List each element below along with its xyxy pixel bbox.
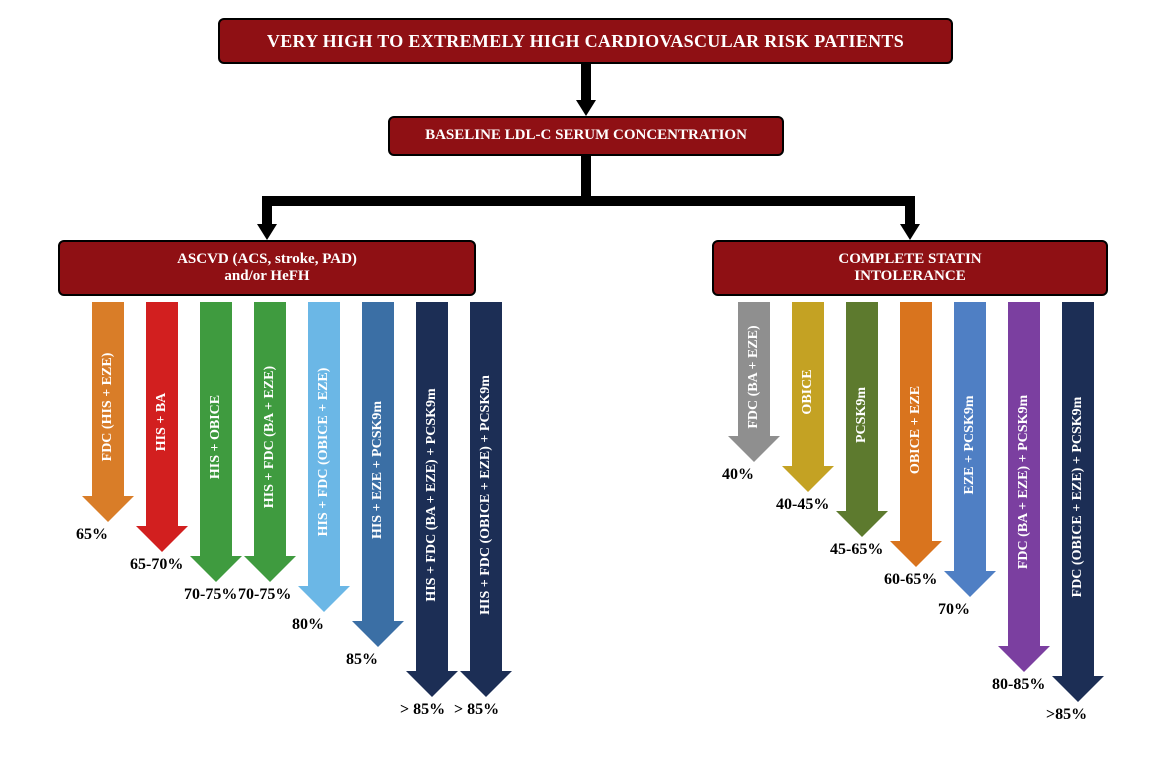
arrow-left-5: HIS + EZE + PCSK9m (352, 302, 404, 647)
arrow-label: HIS + FDC (OBICE + EZE) (316, 368, 332, 537)
arrow-pct: 70-75% (184, 586, 237, 604)
arrow-label: HIS + EZE + PCSK9m (370, 400, 386, 538)
arrow-label: FDC (OBICE + EZE) + PCSK9m (1070, 397, 1086, 598)
subtitle-box: BASELINE LDL-C SERUM CONCENTRATION (388, 116, 784, 156)
arrow-pct: 70% (938, 601, 970, 619)
arrow-pct: 85% (346, 651, 378, 669)
arrow-right-0: FDC (BA + EZE) (728, 302, 780, 462)
arrow-left-1: HIS + BA (136, 302, 188, 552)
arrow-label: PCSK9m (854, 387, 870, 443)
arrow-pct: 65% (76, 526, 108, 544)
arrow-pct: > 85% (400, 701, 445, 719)
arrow-pct: 45-65% (830, 541, 883, 559)
title-box: VERY HIGH TO EXTREMELY HIGH CARDIOVASCUL… (218, 18, 953, 64)
arrow-left-6: HIS + FDC (BA + EZE) + PCSK9m (406, 302, 458, 697)
arrow-label: FDC (HIS + EZE) (100, 353, 116, 462)
arrow-label: FDC (BA + EZE) (746, 325, 762, 428)
arrow-label: EZE + PCSK9m (962, 395, 978, 494)
arrow-right-2: PCSK9m (836, 302, 888, 537)
arrow-label: HIS + FDC (BA + EZE) (262, 366, 278, 508)
arrow-label: OBICE (800, 369, 816, 414)
arrow-label: HIS + FDC (BA + EZE) + PCSK9m (424, 388, 440, 601)
arrow-right-4: EZE + PCSK9m (944, 302, 996, 597)
arrow-label: HIS + BA (154, 393, 170, 452)
arrow-right-1: OBICE (782, 302, 834, 492)
arrow-label: OBICE + EZE (908, 385, 924, 473)
arrow-right-5: FDC (BA + EZE) + PCSK9m (998, 302, 1050, 672)
arrow-right-6: FDC (OBICE + EZE) + PCSK9m (1052, 302, 1104, 702)
arrow-left-2: HIS + OBICE (190, 302, 242, 582)
arrow-pct: 60-65% (884, 571, 937, 589)
arrow-pct: > 85% (454, 701, 499, 719)
arrow-pct: 70-75% (238, 586, 291, 604)
arrow-pct: 40-45% (776, 496, 829, 514)
arrow-left-7: HIS + FDC (OBICE + EZE) + PCSK9m (460, 302, 512, 697)
branch-left-box: ASCVD (ACS, stroke, PAD)and/or HeFH (58, 240, 476, 296)
arrow-right-3: OBICE + EZE (890, 302, 942, 567)
arrow-label: HIS + FDC (OBICE + EZE) + PCSK9m (478, 375, 494, 615)
flowchart-stage: VERY HIGH TO EXTREMELY HIGH CARDIOVASCUL… (0, 0, 1170, 774)
arrow-label: FDC (BA + EZE) + PCSK9m (1016, 395, 1032, 569)
arrow-pct: >85% (1046, 706, 1087, 724)
arrow-left-0: FDC (HIS + EZE) (82, 302, 134, 522)
arrow-left-3: HIS + FDC (BA + EZE) (244, 302, 296, 582)
branch-right-box: COMPLETE STATININTOLERANCE (712, 240, 1108, 296)
arrow-pct: 65-70% (130, 556, 183, 574)
arrow-label: HIS + OBICE (208, 395, 224, 479)
arrow-pct: 80-85% (992, 676, 1045, 694)
arrow-left-4: HIS + FDC (OBICE + EZE) (298, 302, 350, 612)
arrow-pct: 40% (722, 466, 754, 484)
arrow-pct: 80% (292, 616, 324, 634)
